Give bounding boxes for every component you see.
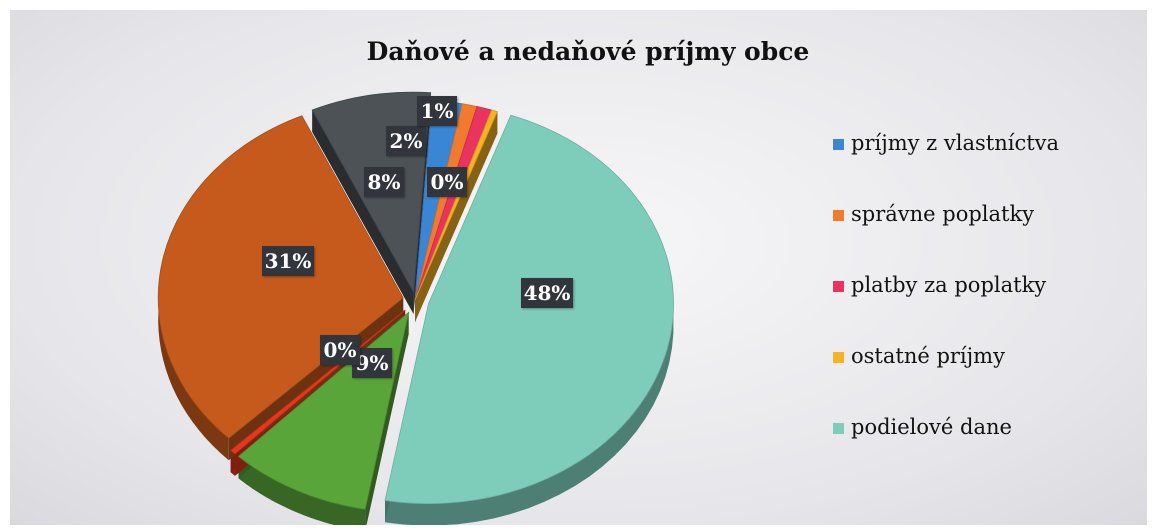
chart-frame: Daňové a nedaňové príjmy obce 2% 1% 0% 48% 9… bbox=[10, 10, 1147, 525]
svg-text:0%: 0% bbox=[324, 338, 357, 362]
data-label-8: 8% bbox=[364, 167, 404, 197]
legend-swatch-3 bbox=[833, 352, 844, 363]
legend-item-3: ostatné príjmy bbox=[833, 344, 1005, 368]
slice-side-5 bbox=[238, 456, 366, 525]
data-label-7: 31% bbox=[262, 246, 314, 276]
slice-4 bbox=[384, 114, 674, 504]
legend-swatch-2 bbox=[833, 281, 844, 292]
slice-3 bbox=[414, 109, 498, 301]
data-label-6: 0% bbox=[320, 335, 360, 365]
legend-item-2: platby za poplatky bbox=[833, 273, 1046, 297]
legend-label-2: platby za poplatky bbox=[851, 273, 1046, 297]
legend-label-1: správne poplatky bbox=[851, 202, 1034, 226]
svg-text:9%: 9% bbox=[356, 351, 389, 375]
data-label-1: 1% bbox=[417, 96, 457, 126]
svg-text:8%: 8% bbox=[368, 170, 401, 194]
legend-item-0: príjmy z vlastníctva bbox=[833, 131, 1059, 155]
data-label-3: 0% bbox=[427, 167, 467, 197]
slice-wall-a-5 bbox=[365, 312, 409, 525]
legend: príjmy z vlastníctva správne poplatky plat… bbox=[833, 131, 1059, 439]
svg-text:31%: 31% bbox=[265, 249, 312, 273]
slice-wall-b-3 bbox=[415, 111, 498, 322]
legend-swatch-1 bbox=[833, 210, 844, 221]
slice-7 bbox=[157, 115, 404, 439]
svg-text:0%: 0% bbox=[431, 170, 464, 194]
pie-chart: Daňové a nedaňové príjmy obce 2% 1% 0% 48% 9… bbox=[157, 37, 1059, 525]
slice-6 bbox=[230, 309, 406, 455]
legend-label-4: podielové dane bbox=[851, 415, 1012, 439]
legend-item-1: správne poplatky bbox=[833, 202, 1034, 226]
legend-swatch-0 bbox=[833, 139, 844, 150]
svg-text:1%: 1% bbox=[421, 99, 454, 123]
slice-wall-a-8 bbox=[312, 110, 414, 315]
data-labels: 2%1%0%48%9%0%31%8% bbox=[262, 96, 573, 378]
legend-swatch-4 bbox=[833, 423, 844, 434]
chart-title: Daňové a nedaňové príjmy obce bbox=[367, 37, 810, 66]
legend-label-3: ostatné príjmy bbox=[851, 344, 1005, 368]
slice-wall-b-8 bbox=[413, 92, 431, 315]
svg-text:2%: 2% bbox=[390, 129, 423, 153]
legend-label-0: príjmy z vlastníctva bbox=[851, 131, 1059, 155]
data-label-0: 2% bbox=[386, 126, 426, 156]
pie-slices bbox=[157, 91, 674, 510]
data-label-4: 48% bbox=[521, 278, 573, 308]
legend-item-4: podielové dane bbox=[833, 415, 1012, 439]
svg-text:48%: 48% bbox=[524, 281, 571, 305]
